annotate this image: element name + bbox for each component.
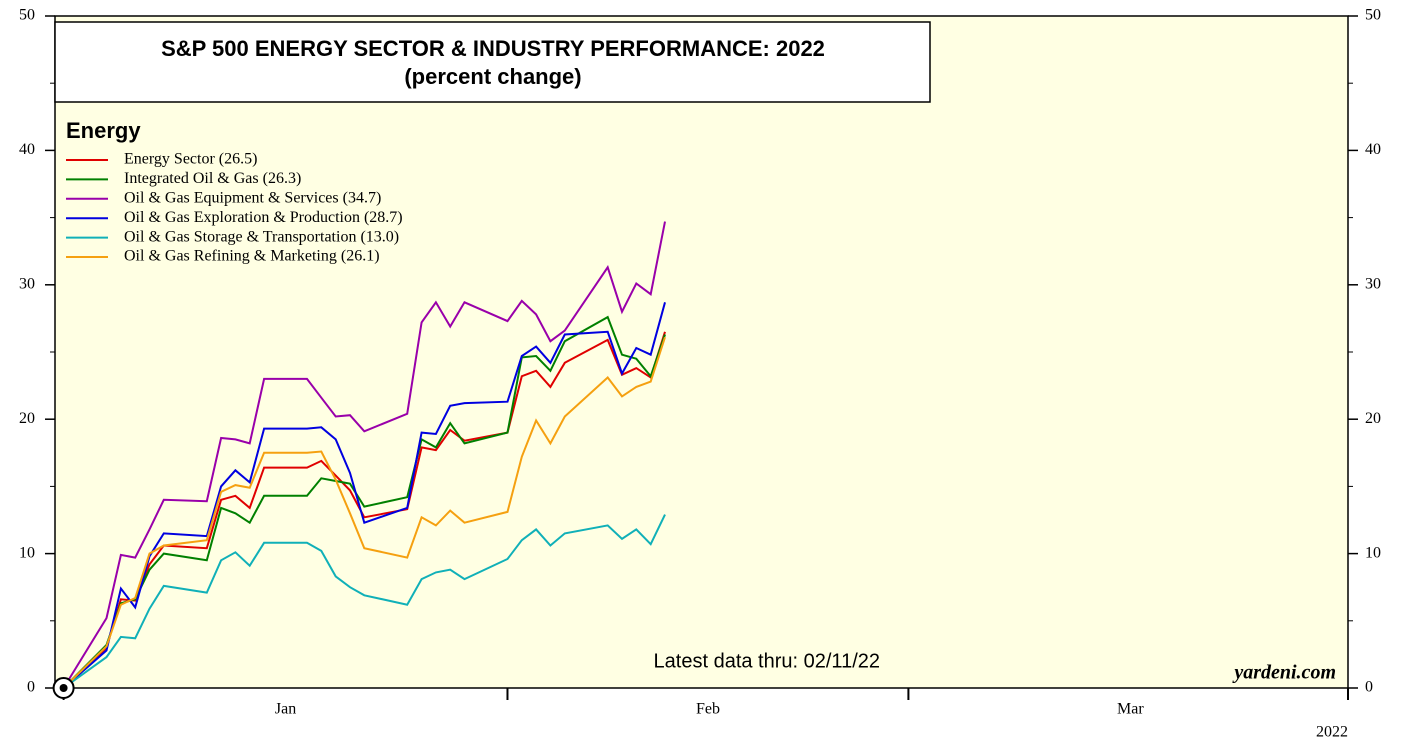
plot-area — [54, 15, 1349, 689]
y2-tick-label: 40 — [1365, 141, 1381, 158]
y-tick-label: 0 — [27, 679, 35, 696]
chart-title: S&P 500 ENERGY SECTOR & INDUSTRY PERFORM… — [161, 36, 825, 61]
source: yardeni.com — [1232, 662, 1336, 684]
x-tick-label: Jan — [275, 701, 296, 718]
y-tick-label: 30 — [19, 275, 35, 292]
y-tick-label: 20 — [19, 410, 35, 427]
legend-label: Oil & Gas Exploration & Production (28.7… — [124, 209, 403, 226]
x-tick-label: Mar — [1117, 701, 1144, 718]
y-tick-label: 50 — [19, 7, 35, 24]
series-line — [62, 315, 666, 689]
series-line — [63, 514, 666, 689]
y2-tick-label: 10 — [1365, 544, 1381, 561]
legend-label: Oil & Gas Storage & Transportation (13.0… — [124, 228, 399, 245]
y2-tick-label: 50 — [1365, 7, 1381, 24]
chart-subtitle: (percent change) — [404, 64, 581, 89]
y2-tick-label: 30 — [1365, 275, 1381, 292]
y2-tick-label: 0 — [1365, 679, 1373, 696]
annotation: Latest data thru: 02/11/22 — [654, 650, 880, 672]
legend-label: Integrated Oil & Gas (26.3) — [124, 170, 301, 187]
x-tick-label: Feb — [696, 701, 720, 718]
legend-label: Oil & Gas Refining & Marketing (26.1) — [124, 248, 380, 265]
series-line — [62, 221, 666, 689]
y-tick-label: 40 — [19, 141, 35, 158]
y2-tick-label: 20 — [1365, 410, 1381, 427]
legend-label: Oil & Gas Equipment & Services (34.7) — [124, 189, 381, 206]
y-tick-label: 10 — [19, 544, 35, 561]
origin-dot — [59, 684, 68, 692]
legend-label: Energy Sector (26.5) — [124, 151, 257, 168]
legend-title: Energy — [66, 118, 141, 143]
title-box — [54, 21, 931, 103]
series-line — [62, 336, 666, 689]
series-line — [62, 302, 666, 689]
year-label: 2022 — [1316, 724, 1348, 741]
